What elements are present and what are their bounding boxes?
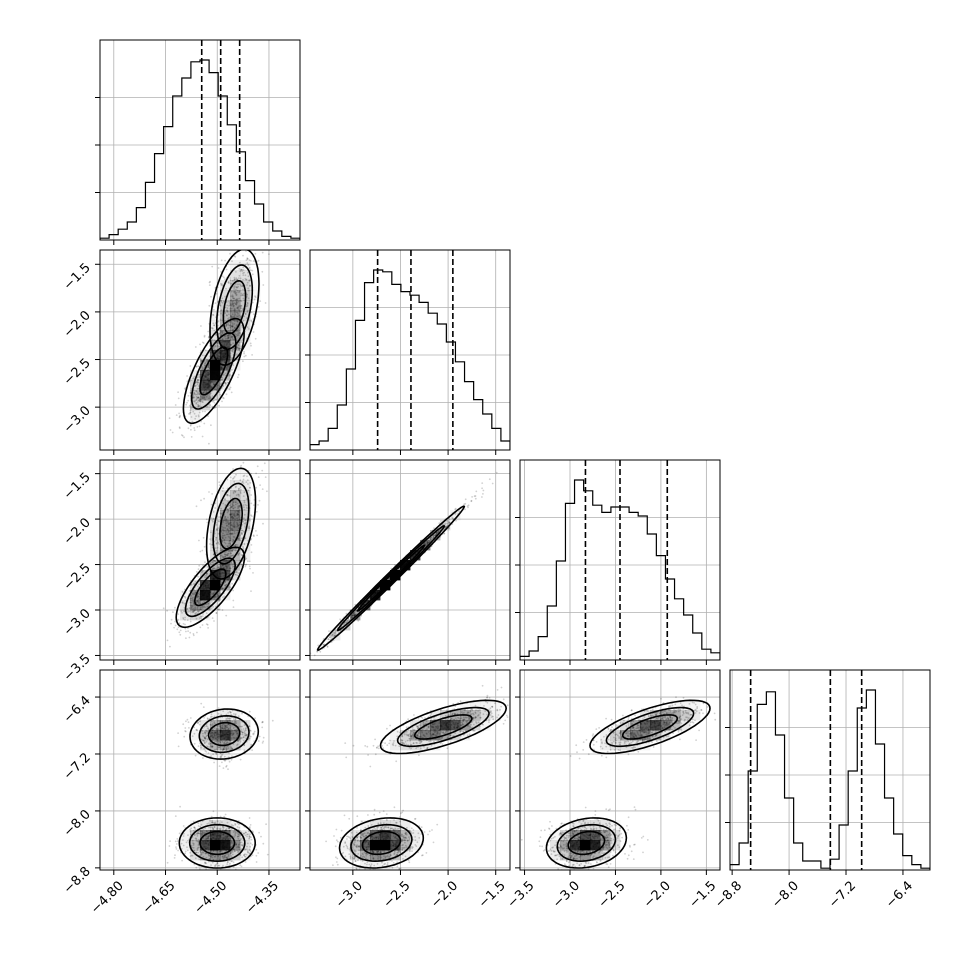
x-tick-label: −2.5 — [596, 878, 629, 911]
y-tick-label: −7.2 — [61, 750, 94, 783]
marginal-panel-0 — [95, 39, 301, 245]
panel-frame — [99, 249, 301, 451]
x-tick-label: −1.5 — [476, 878, 509, 911]
joint-panel-1-3: −3.0 −2.5 −2.0 −1.5 — [305, 669, 511, 911]
marginal-content — [310, 250, 510, 450]
panel-frame — [309, 669, 511, 871]
joint-content — [325, 684, 510, 870]
y-tick-label: −3.5 — [61, 652, 94, 685]
panel-frame — [309, 249, 511, 451]
contour-lines — [175, 467, 257, 629]
contour-lines — [545, 699, 711, 869]
contour-lines — [316, 505, 466, 652]
joint-content — [168, 250, 270, 445]
grid-lines — [100, 40, 300, 240]
panel-frame — [519, 459, 721, 661]
marginal-content — [730, 670, 930, 870]
joint-content — [520, 696, 717, 870]
contour-lines — [178, 708, 260, 869]
panel-frame — [729, 669, 931, 871]
histogram-step — [100, 59, 300, 240]
y-tick-label: −8.8 — [61, 864, 94, 897]
x-tick-label: −3.0 — [333, 878, 366, 911]
x-tick-label: −1.5 — [686, 878, 719, 911]
x-tick-label: −3.0 — [550, 878, 583, 911]
joint-content — [162, 461, 268, 648]
joint-panel-0-1: −3.0 −2.5 −2.0 −1.5 — [61, 249, 301, 455]
y-tick-label: −1.5 — [61, 470, 94, 503]
y-tick-label: −8.0 — [61, 807, 94, 840]
density-shading — [340, 700, 501, 870]
panel-frame — [99, 39, 301, 241]
marginal-content — [100, 40, 300, 240]
joint-content — [310, 471, 498, 657]
panel-frame — [309, 459, 511, 661]
y-tick-label: −1.5 — [61, 261, 94, 294]
contour-lines — [338, 699, 508, 869]
marginal-content — [520, 460, 720, 660]
x-tick-label: −2.0 — [641, 878, 674, 911]
x-tick-label: −2.5 — [381, 878, 414, 911]
joint-panel-0-2: −3.5 −3.0 −2.5 −2.0 −1.5 — [61, 459, 301, 685]
marginal-panel-3: −8.8 −8.0 −7.2 −6.4 — [712, 669, 931, 911]
joint-panel-2-3: −3.5 −3.0 −2.5 −2.0 −1.5 — [505, 669, 721, 911]
y-tick-label: −6.4 — [61, 693, 94, 726]
panel-frame — [519, 669, 721, 871]
grid-lines — [310, 250, 510, 450]
contour-lines — [182, 250, 260, 425]
x-tick-label: −6.4 — [883, 878, 916, 911]
panel-frame — [99, 459, 301, 661]
y-tick-label: −3.0 — [61, 606, 94, 639]
joint-panel-0-3: −4.80 −4.65 −4.50 −4.35 −8.8 −8.0 −7.2 −6.4 — [61, 669, 301, 917]
y-tick-label: −2.0 — [61, 515, 94, 548]
y-tick-label: −2.5 — [61, 561, 94, 594]
marginal-panel-1 — [305, 249, 511, 455]
x-tick-label: −4.65 — [140, 878, 179, 917]
joint-panel-1-2 — [305, 459, 511, 665]
histogram-step — [310, 269, 510, 450]
grid-lines — [310, 670, 510, 870]
panel-frame — [99, 669, 301, 871]
joint-content — [166, 702, 274, 870]
x-tick-label: −7.2 — [826, 878, 859, 911]
x-tick-label: −4.35 — [243, 878, 282, 917]
x-tick-label: −4.50 — [192, 878, 231, 917]
x-tick-label: −8.0 — [769, 878, 802, 911]
x-tick-label: −8.8 — [712, 878, 745, 911]
density-shading — [180, 470, 251, 621]
x-tick-label: −3.5 — [505, 878, 538, 911]
y-tick-label: −2.5 — [61, 356, 94, 389]
y-tick-label: −2.0 — [61, 308, 94, 341]
x-tick-label: −4.80 — [88, 878, 127, 917]
grid-lines — [100, 670, 300, 870]
x-tick-label: −2.0 — [428, 878, 461, 911]
marginal-panel-2 — [515, 459, 721, 665]
y-tick-label: −3.0 — [61, 403, 94, 436]
